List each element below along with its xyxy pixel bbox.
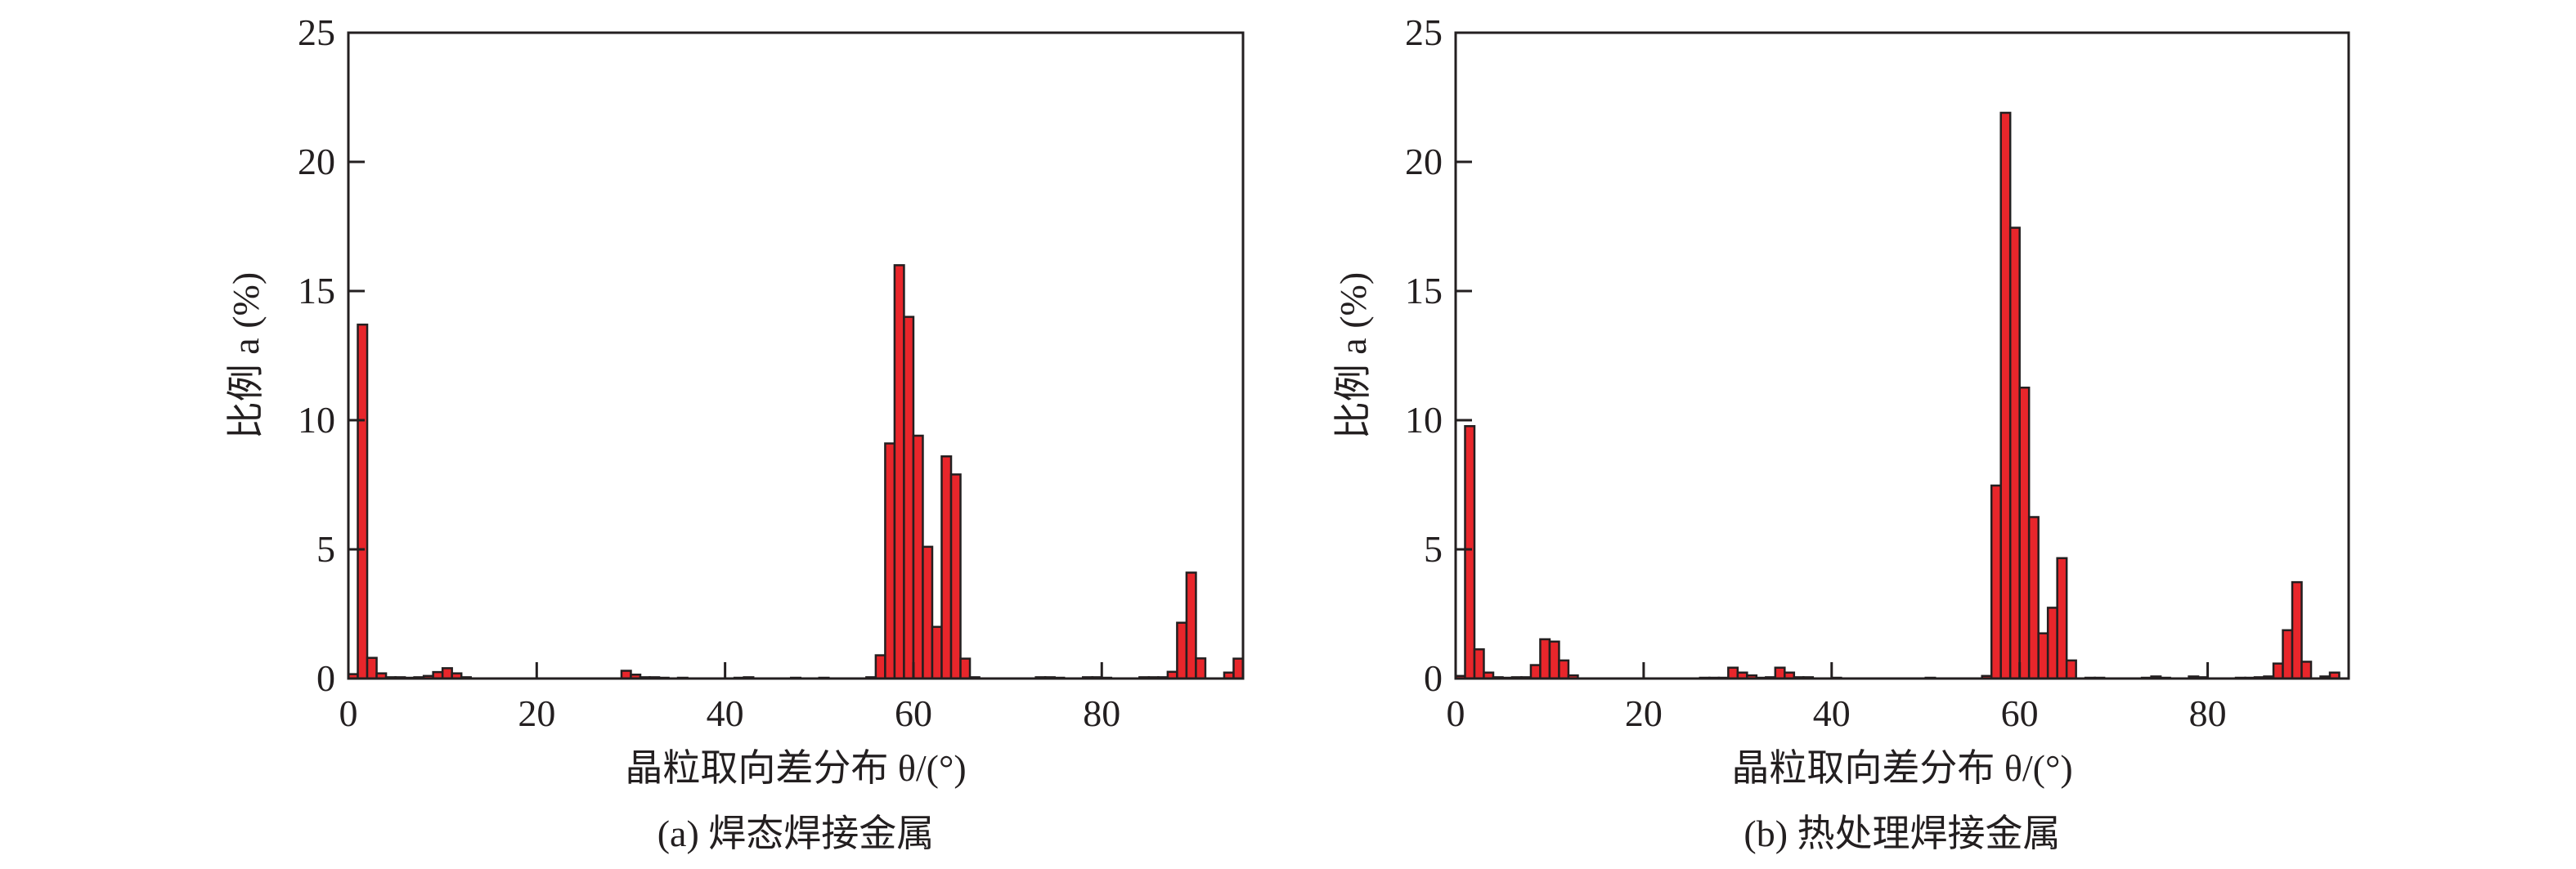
x-tick-label: 0 xyxy=(1447,692,1465,734)
y-tick-label: 15 xyxy=(298,270,335,311)
y-axis-label: 比例 a (%) xyxy=(225,272,267,439)
y-tick-label: 15 xyxy=(1405,270,1443,311)
chart-panel-b: 0 5 10 15 20 25 0 20 40 60 80 晶粒取向差分布 θ/(°) 比例 a (%)… xyxy=(1332,11,2350,854)
bar xyxy=(1232,657,1245,680)
plot-frame xyxy=(347,31,1245,680)
bar xyxy=(1999,111,2012,680)
x-tick-label: 80 xyxy=(1083,692,1120,734)
bar xyxy=(959,657,972,680)
y-tick-label: 0 xyxy=(1424,657,1443,699)
y-tick-label: 0 xyxy=(316,657,335,699)
bar xyxy=(2272,662,2284,680)
x-tick-label: 20 xyxy=(1625,692,1663,734)
bar xyxy=(1529,664,1542,680)
bar xyxy=(874,654,886,680)
bar xyxy=(2291,580,2303,680)
x-tick-label: 80 xyxy=(2189,692,2227,734)
y-tick-label: 20 xyxy=(1405,141,1443,182)
bar xyxy=(2018,386,2031,680)
chart-caption: (a) 焊态焊接金属 xyxy=(657,813,935,854)
bar xyxy=(1548,640,1560,680)
x-tick-label: 40 xyxy=(1813,692,1851,734)
bar xyxy=(1195,657,1207,680)
x-tick-label: 0 xyxy=(339,692,358,734)
chart-panel-a: 0 5 10 15 20 25 0 20 40 60 80 晶粒取向差分布 θ/(°) 比例 a (%)… xyxy=(225,11,1245,854)
bar xyxy=(1727,666,1739,680)
bar xyxy=(1774,666,1786,680)
bar xyxy=(2027,516,2040,680)
bar xyxy=(1473,648,1485,680)
bar xyxy=(912,434,924,680)
bar xyxy=(884,442,896,680)
bar xyxy=(2065,659,2077,680)
bar xyxy=(2282,629,2294,680)
bar xyxy=(949,473,962,680)
bar xyxy=(931,625,943,680)
bar xyxy=(893,264,905,680)
x-tick-label: 20 xyxy=(518,692,555,734)
y-tick-label: 5 xyxy=(1424,528,1443,570)
bar xyxy=(366,656,378,680)
bar xyxy=(441,667,453,680)
y-tick-label: 25 xyxy=(1405,11,1443,53)
bar xyxy=(1185,571,1197,680)
x-tick-label: 40 xyxy=(707,692,744,734)
bar xyxy=(1558,659,1570,680)
bar xyxy=(2008,226,2021,680)
y-tick-label: 10 xyxy=(298,399,335,441)
bar xyxy=(1176,621,1188,680)
bar xyxy=(2056,557,2068,680)
bar xyxy=(1539,638,1551,680)
x-axis-label: 晶粒取向差分布 θ/(°) xyxy=(1731,747,2072,789)
bar xyxy=(2300,661,2313,680)
bar xyxy=(357,323,369,680)
y-axis-label: 比例 a (%) xyxy=(1332,272,1374,439)
bar xyxy=(2046,607,2058,680)
x-tick-label: 60 xyxy=(2001,692,2039,734)
y-tick-label: 10 xyxy=(1405,399,1443,441)
bar xyxy=(2037,632,2049,680)
y-tick-label: 25 xyxy=(298,11,335,53)
x-tick-label: 60 xyxy=(895,692,932,734)
chart-caption: (b) 热处理焊接金属 xyxy=(1744,813,2060,854)
y-tick-label: 5 xyxy=(316,528,335,570)
bar xyxy=(940,455,953,680)
y-tick-label: 20 xyxy=(298,141,335,182)
bar xyxy=(1990,484,2002,680)
bar xyxy=(922,545,934,680)
bar xyxy=(1464,425,1476,680)
bar xyxy=(903,316,915,680)
x-axis-label: 晶粒取向差分布 θ/(°) xyxy=(625,747,966,789)
plot-frame xyxy=(1454,31,2350,680)
